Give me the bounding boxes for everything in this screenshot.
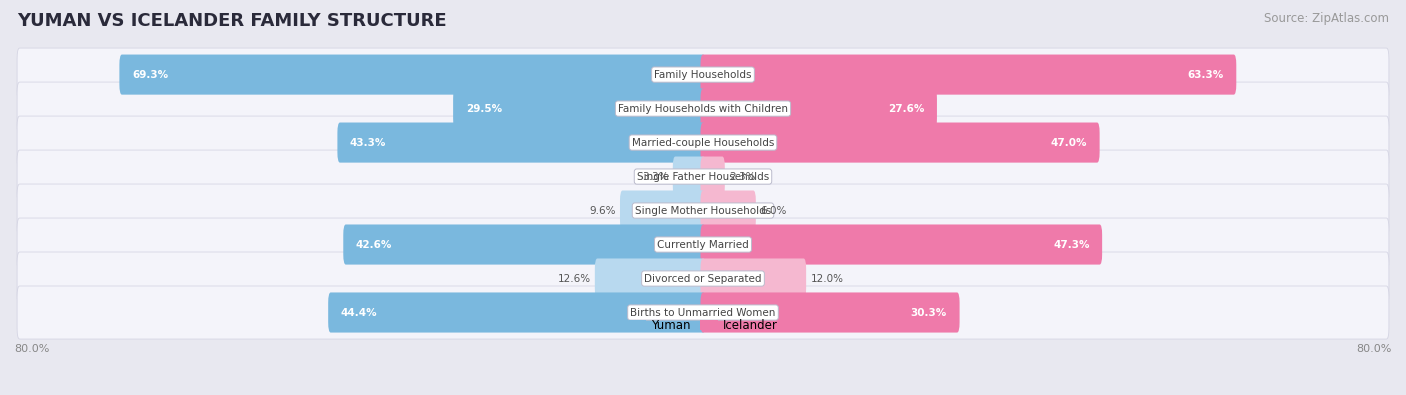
FancyBboxPatch shape (700, 292, 959, 333)
Text: 69.3%: 69.3% (132, 70, 169, 79)
Legend: Yuman, Icelander: Yuman, Icelander (624, 314, 782, 337)
Text: 47.0%: 47.0% (1050, 137, 1087, 148)
Text: 42.6%: 42.6% (356, 239, 392, 250)
FancyBboxPatch shape (17, 184, 1389, 237)
FancyBboxPatch shape (700, 122, 1099, 163)
FancyBboxPatch shape (17, 82, 1389, 135)
Text: 44.4%: 44.4% (340, 308, 377, 318)
FancyBboxPatch shape (17, 218, 1389, 271)
FancyBboxPatch shape (17, 48, 1389, 101)
Text: Divorced or Separated: Divorced or Separated (644, 273, 762, 284)
Text: YUMAN VS ICELANDER FAMILY STRUCTURE: YUMAN VS ICELANDER FAMILY STRUCTURE (17, 12, 447, 30)
Text: 47.3%: 47.3% (1053, 239, 1090, 250)
Text: 2.3%: 2.3% (728, 171, 755, 182)
FancyBboxPatch shape (700, 55, 1236, 95)
Text: Currently Married: Currently Married (657, 239, 749, 250)
FancyBboxPatch shape (120, 55, 706, 95)
Text: Family Households with Children: Family Households with Children (619, 103, 787, 114)
FancyBboxPatch shape (700, 224, 1102, 265)
FancyBboxPatch shape (700, 156, 725, 197)
FancyBboxPatch shape (453, 88, 706, 129)
FancyBboxPatch shape (17, 286, 1389, 339)
FancyBboxPatch shape (673, 156, 706, 197)
FancyBboxPatch shape (700, 88, 936, 129)
Text: 63.3%: 63.3% (1188, 70, 1223, 79)
Text: Single Mother Households: Single Mother Households (636, 205, 770, 216)
FancyBboxPatch shape (343, 224, 706, 265)
Text: 43.3%: 43.3% (350, 137, 387, 148)
Text: 12.0%: 12.0% (810, 273, 844, 284)
Text: 6.0%: 6.0% (761, 205, 786, 216)
FancyBboxPatch shape (700, 190, 756, 231)
Text: 27.6%: 27.6% (889, 103, 924, 114)
Text: Source: ZipAtlas.com: Source: ZipAtlas.com (1264, 12, 1389, 25)
FancyBboxPatch shape (700, 258, 806, 299)
Text: Single Father Households: Single Father Households (637, 171, 769, 182)
FancyBboxPatch shape (17, 252, 1389, 305)
Text: 30.3%: 30.3% (911, 308, 948, 318)
Text: 12.6%: 12.6% (558, 273, 591, 284)
FancyBboxPatch shape (595, 258, 706, 299)
Text: Family Households: Family Households (654, 70, 752, 79)
Text: Births to Unmarried Women: Births to Unmarried Women (630, 308, 776, 318)
FancyBboxPatch shape (17, 116, 1389, 169)
FancyBboxPatch shape (17, 150, 1389, 203)
FancyBboxPatch shape (337, 122, 706, 163)
Text: 29.5%: 29.5% (465, 103, 502, 114)
FancyBboxPatch shape (620, 190, 706, 231)
Text: Married-couple Households: Married-couple Households (631, 137, 775, 148)
Text: 3.3%: 3.3% (643, 171, 669, 182)
FancyBboxPatch shape (328, 292, 706, 333)
Text: 9.6%: 9.6% (589, 205, 616, 216)
